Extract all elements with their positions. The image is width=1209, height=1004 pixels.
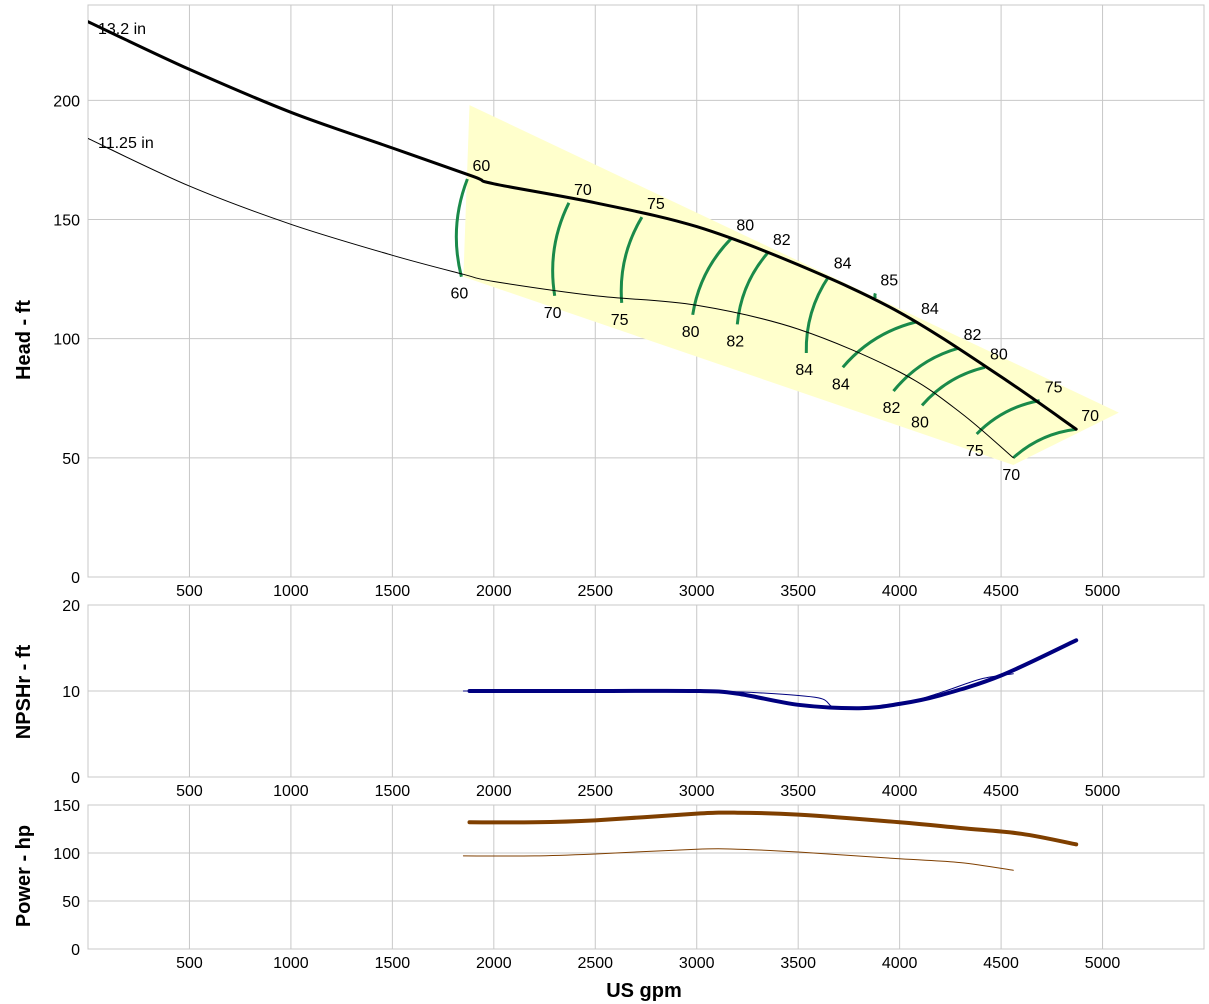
efficiency-label-top: 80	[736, 218, 754, 235]
efficiency-label-bottom: 75	[611, 312, 629, 329]
npsh-x-tick-label: 1000	[273, 783, 309, 800]
efficiency-line	[619, 216, 644, 304]
efficiency-label-top: 60	[473, 158, 491, 175]
efficiency-label-bottom: 70	[1002, 467, 1020, 484]
efficiency-label-top: 75	[647, 196, 665, 213]
power-y-tick-label: 50	[62, 894, 80, 911]
efficiency-label-bottom: 84	[832, 376, 850, 393]
efficiency-line	[841, 320, 917, 369]
power-y-tick-label: 0	[71, 942, 80, 959]
efficiency-label-bottom: 75	[966, 443, 984, 460]
operating-region-fill	[463, 105, 1119, 465]
efficiency-label-bottom: 60	[450, 286, 468, 303]
head-x-tick-label: 2000	[476, 583, 512, 600]
x-axis-label: US gpm	[606, 980, 682, 1002]
efficiency-label-bottom: 80	[682, 324, 700, 341]
npsh-x-tick-label: 2500	[577, 783, 613, 800]
power-series-line	[462, 848, 1014, 871]
efficiency-line	[735, 251, 769, 325]
efficiency-label-bottom: 80	[911, 414, 929, 431]
npsh-panel	[87, 604, 1205, 778]
efficiency-label-bottom: 70	[544, 305, 562, 322]
npsh-y-axis-label: NPSHr - ft	[13, 644, 35, 739]
power-plot-area	[87, 804, 1205, 950]
npsh-y-tick-label: 0	[71, 770, 80, 787]
efficiency-line	[551, 202, 571, 297]
head-x-tick-label: 3000	[679, 583, 715, 600]
power-x-tick-label: 1000	[273, 955, 309, 972]
head-x-tick-label: 4000	[882, 583, 918, 600]
efficiency-label-top: 82	[964, 327, 982, 344]
npsh-series-group	[462, 638, 1079, 711]
head-x-tick-label: 3500	[780, 583, 816, 600]
npsh-x-tick-label: 1500	[375, 783, 411, 800]
npsh-x-tick-label: 3500	[780, 783, 816, 800]
head-x-tick-label: 4500	[983, 583, 1019, 600]
head-series-line	[88, 138, 1014, 459]
impeller-13-2-label: 13.2 in	[98, 21, 146, 38]
power-x-tick-label: 2000	[476, 955, 512, 972]
head-x-tick-label: 2500	[577, 583, 613, 600]
head-series-group	[88, 20, 1119, 465]
efficiency-line	[1012, 427, 1077, 459]
efficiency-label-bottom: 84	[795, 362, 813, 379]
power-series-line	[467, 810, 1079, 847]
npsh-x-tick-label: 3000	[679, 783, 715, 800]
npsh-y-tick-label: 10	[62, 684, 80, 701]
efficiency-line	[975, 399, 1040, 436]
head-y-tick-label: 50	[62, 451, 80, 468]
head-x-tick-label: 5000	[1085, 583, 1121, 600]
head-x-tick-label: 1000	[273, 583, 309, 600]
power-x-tick-label: 500	[176, 955, 203, 972]
power-x-tick-label: 1500	[375, 955, 411, 972]
power-y-axis-label: Power - hp	[13, 825, 35, 927]
power-y-tick-label: 150	[53, 798, 80, 815]
efficiency-label-top: 82	[773, 232, 791, 249]
head-y-tick-label: 150	[53, 213, 80, 230]
efficiency-label-top: 84	[921, 301, 939, 318]
efficiency-line	[892, 346, 959, 393]
npsh-x-tick-label: 5000	[1085, 783, 1121, 800]
power-y-tick-label: 100	[53, 846, 80, 863]
efficiency-label-bottom: 82	[726, 333, 744, 350]
head-series-line	[88, 20, 1078, 431]
impeller-11-25-label: 11.25 in	[98, 135, 154, 152]
efficiency-label-bottom: 82	[883, 400, 901, 417]
efficiency-label-top: 70	[574, 182, 592, 199]
power-series-group	[462, 810, 1079, 871]
power-x-tick-label: 3500	[780, 955, 816, 972]
npsh-y-tick-label: 20	[62, 598, 80, 615]
head-x-tick-label: 1500	[375, 583, 411, 600]
head-y-tick-label: 200	[53, 93, 80, 110]
efficiency-label-top: 84	[834, 256, 852, 273]
npsh-x-tick-label: 2000	[476, 783, 512, 800]
head-y-axis-label: Head - ft	[13, 300, 35, 380]
power-x-tick-label: 4500	[983, 955, 1019, 972]
npsh-x-tick-label: 4000	[882, 783, 918, 800]
power-x-tick-label: 2500	[577, 955, 613, 972]
efficiency-label-top: 80	[990, 346, 1008, 363]
power-x-tick-label: 5000	[1085, 955, 1121, 972]
efficiency-label-top: 75	[1045, 380, 1063, 397]
efficiency-line	[804, 275, 830, 354]
efficiency-line	[691, 237, 733, 316]
npsh-series-line	[462, 673, 1014, 709]
power-x-tick-label: 4000	[882, 955, 918, 972]
head-y-tick-label: 100	[53, 332, 80, 349]
efficiency-label-top: 85	[880, 272, 898, 289]
head-x-tick-label: 500	[176, 583, 203, 600]
head-y-tick-label: 0	[71, 570, 80, 587]
head-panel	[87, 4, 1205, 578]
efficiency-line	[920, 365, 986, 407]
npsh-x-tick-label: 500	[176, 783, 203, 800]
efficiency-label-top: 70	[1081, 408, 1099, 425]
npsh-x-tick-label: 4500	[983, 783, 1019, 800]
efficiency-line	[454, 178, 469, 278]
power-panel	[87, 804, 1205, 950]
power-x-tick-label: 3000	[679, 955, 715, 972]
